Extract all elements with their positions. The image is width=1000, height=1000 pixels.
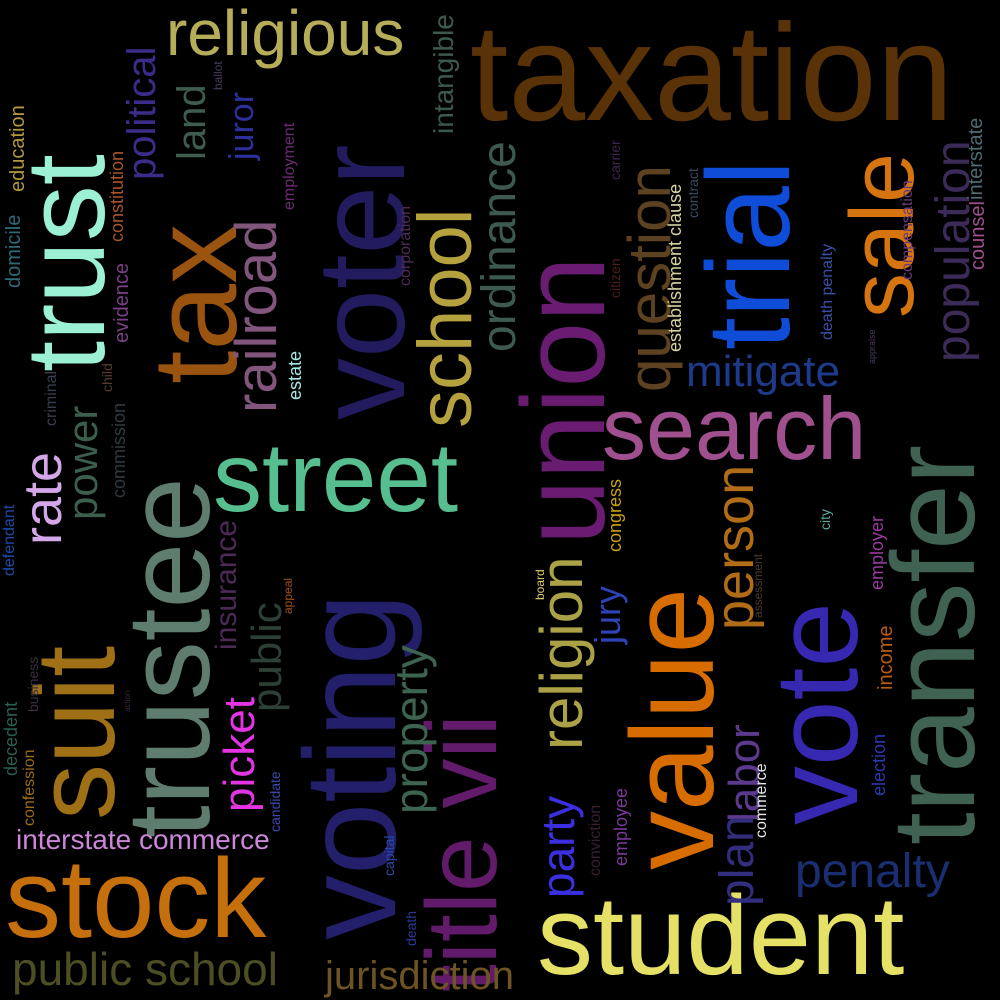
word-party: party [532,795,584,898]
word-taxation: taxation [470,0,954,150]
word-business: business [25,656,41,712]
word-employment: employment [281,122,298,210]
word-conviction: conviction [587,804,604,876]
word-interstate: interstate [965,117,987,200]
word-commission: commission [109,402,129,498]
word-death: death [403,910,419,946]
word-criminal: criminal [43,370,60,426]
word-board: board [533,569,547,600]
word-political: political [120,46,164,180]
word-compensation: compensation [899,180,916,280]
word-trial: trial [683,159,815,350]
word-corporation: corporation [397,205,414,286]
word-interstate-commerce: interstate commerce [16,824,270,855]
word-education: education [7,105,29,192]
word-appeal: appeal [281,577,295,614]
word-confession: confession [21,749,38,827]
word-establishment-clause: establishment clause [665,183,685,352]
word-child: child [99,363,115,392]
word-street: street [213,422,459,532]
word-public: public [243,602,290,712]
word-land: land [170,84,214,160]
word-congress: congress [605,478,625,552]
word-citizen: citizen [607,258,623,298]
word-juror: juror [223,91,261,160]
word-jurisdiction: jurisdiction [325,954,514,998]
word-appraise: appraise [867,329,877,364]
word-income: income [875,625,897,690]
word-evidence: evidence [111,262,133,343]
word-religious: religious [166,0,405,69]
word-domicile: domicile [3,214,25,288]
word-estate: estate [285,350,305,400]
word-stock: stock [5,836,267,961]
word-insurance: insurance [210,519,243,650]
word-employee: employee [611,787,631,866]
word-student: student [537,873,905,998]
word-election: election [869,733,889,796]
word-ordinance: ordinance [473,141,526,352]
word-railroad: railroad [224,219,289,413]
word-employer: employer [867,515,887,590]
word-jury: jury [587,585,628,644]
word-capital: capital [381,835,397,876]
word-vote: vote [751,601,883,825]
word-property: property [385,645,437,814]
word-constitution: constitution [107,150,127,242]
word-city: city [817,509,833,530]
word-assessment: assessment [751,553,765,618]
word-ballot: ballot [211,61,225,90]
word-public-school: public school [12,943,278,995]
word-carrier: carrier [607,140,623,180]
word-counsel: counsel [967,201,989,270]
word-action: action [123,690,132,712]
word-decedent: decedent [1,701,21,776]
word-death-penalty: death penalty [819,243,836,340]
word-intangible: intangible [428,14,459,134]
word-penalty: penalty [795,845,950,898]
word-picket: picket [215,697,264,812]
word-candidate: candidate [267,771,283,832]
word-commerce: commerce [753,763,770,838]
word-power: power [59,405,106,520]
word-search: search [602,379,867,478]
word-defendant: defendant [1,504,18,576]
word-mitigate: mitigate [686,347,841,396]
word-contract: contract [685,168,701,218]
